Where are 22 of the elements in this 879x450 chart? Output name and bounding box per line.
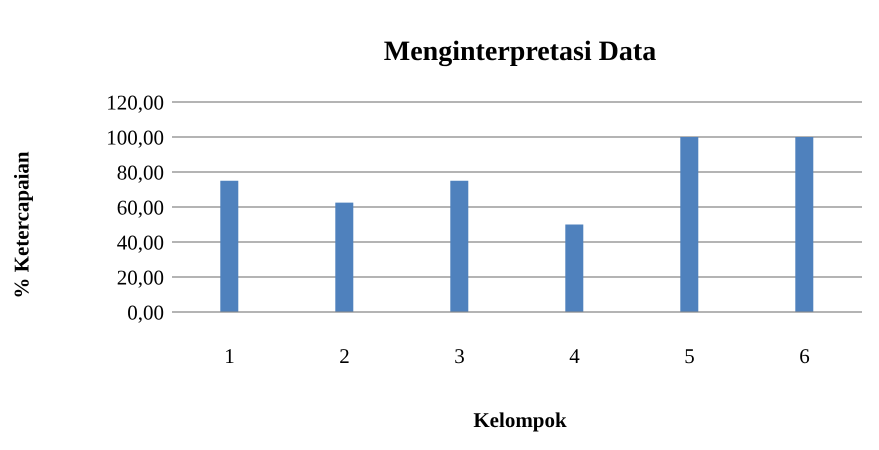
y-tick-label: 120,00 [106,90,164,114]
x-tick-label: 6 [799,344,810,368]
chart-title: Menginterpretasi Data [382,36,658,68]
y-tick-label: 100,00 [106,125,164,150]
x-tick-label: 2 [339,344,350,368]
y-tick-label: 20,00 [116,265,164,290]
x-axis-title: Kelompok [472,408,568,433]
y-tick-label: 80,00 [116,160,164,184]
x-tick-label: 3 [454,344,465,368]
bar [680,137,698,312]
bar [795,137,814,312]
bar [450,180,468,312]
y-tick-label: 40,00 [116,230,164,254]
bar [220,180,238,312]
x-tick-label: 1 [224,344,235,368]
x-tick-label: 4 [569,344,580,368]
y-axis-title: % Ketercapaian [10,151,34,299]
x-tick-label: 5 [684,344,695,368]
y-tick-label: 60,00 [116,195,164,220]
bar [565,224,584,312]
y-tick-label: 0,00 [127,300,164,324]
bar [335,202,354,312]
